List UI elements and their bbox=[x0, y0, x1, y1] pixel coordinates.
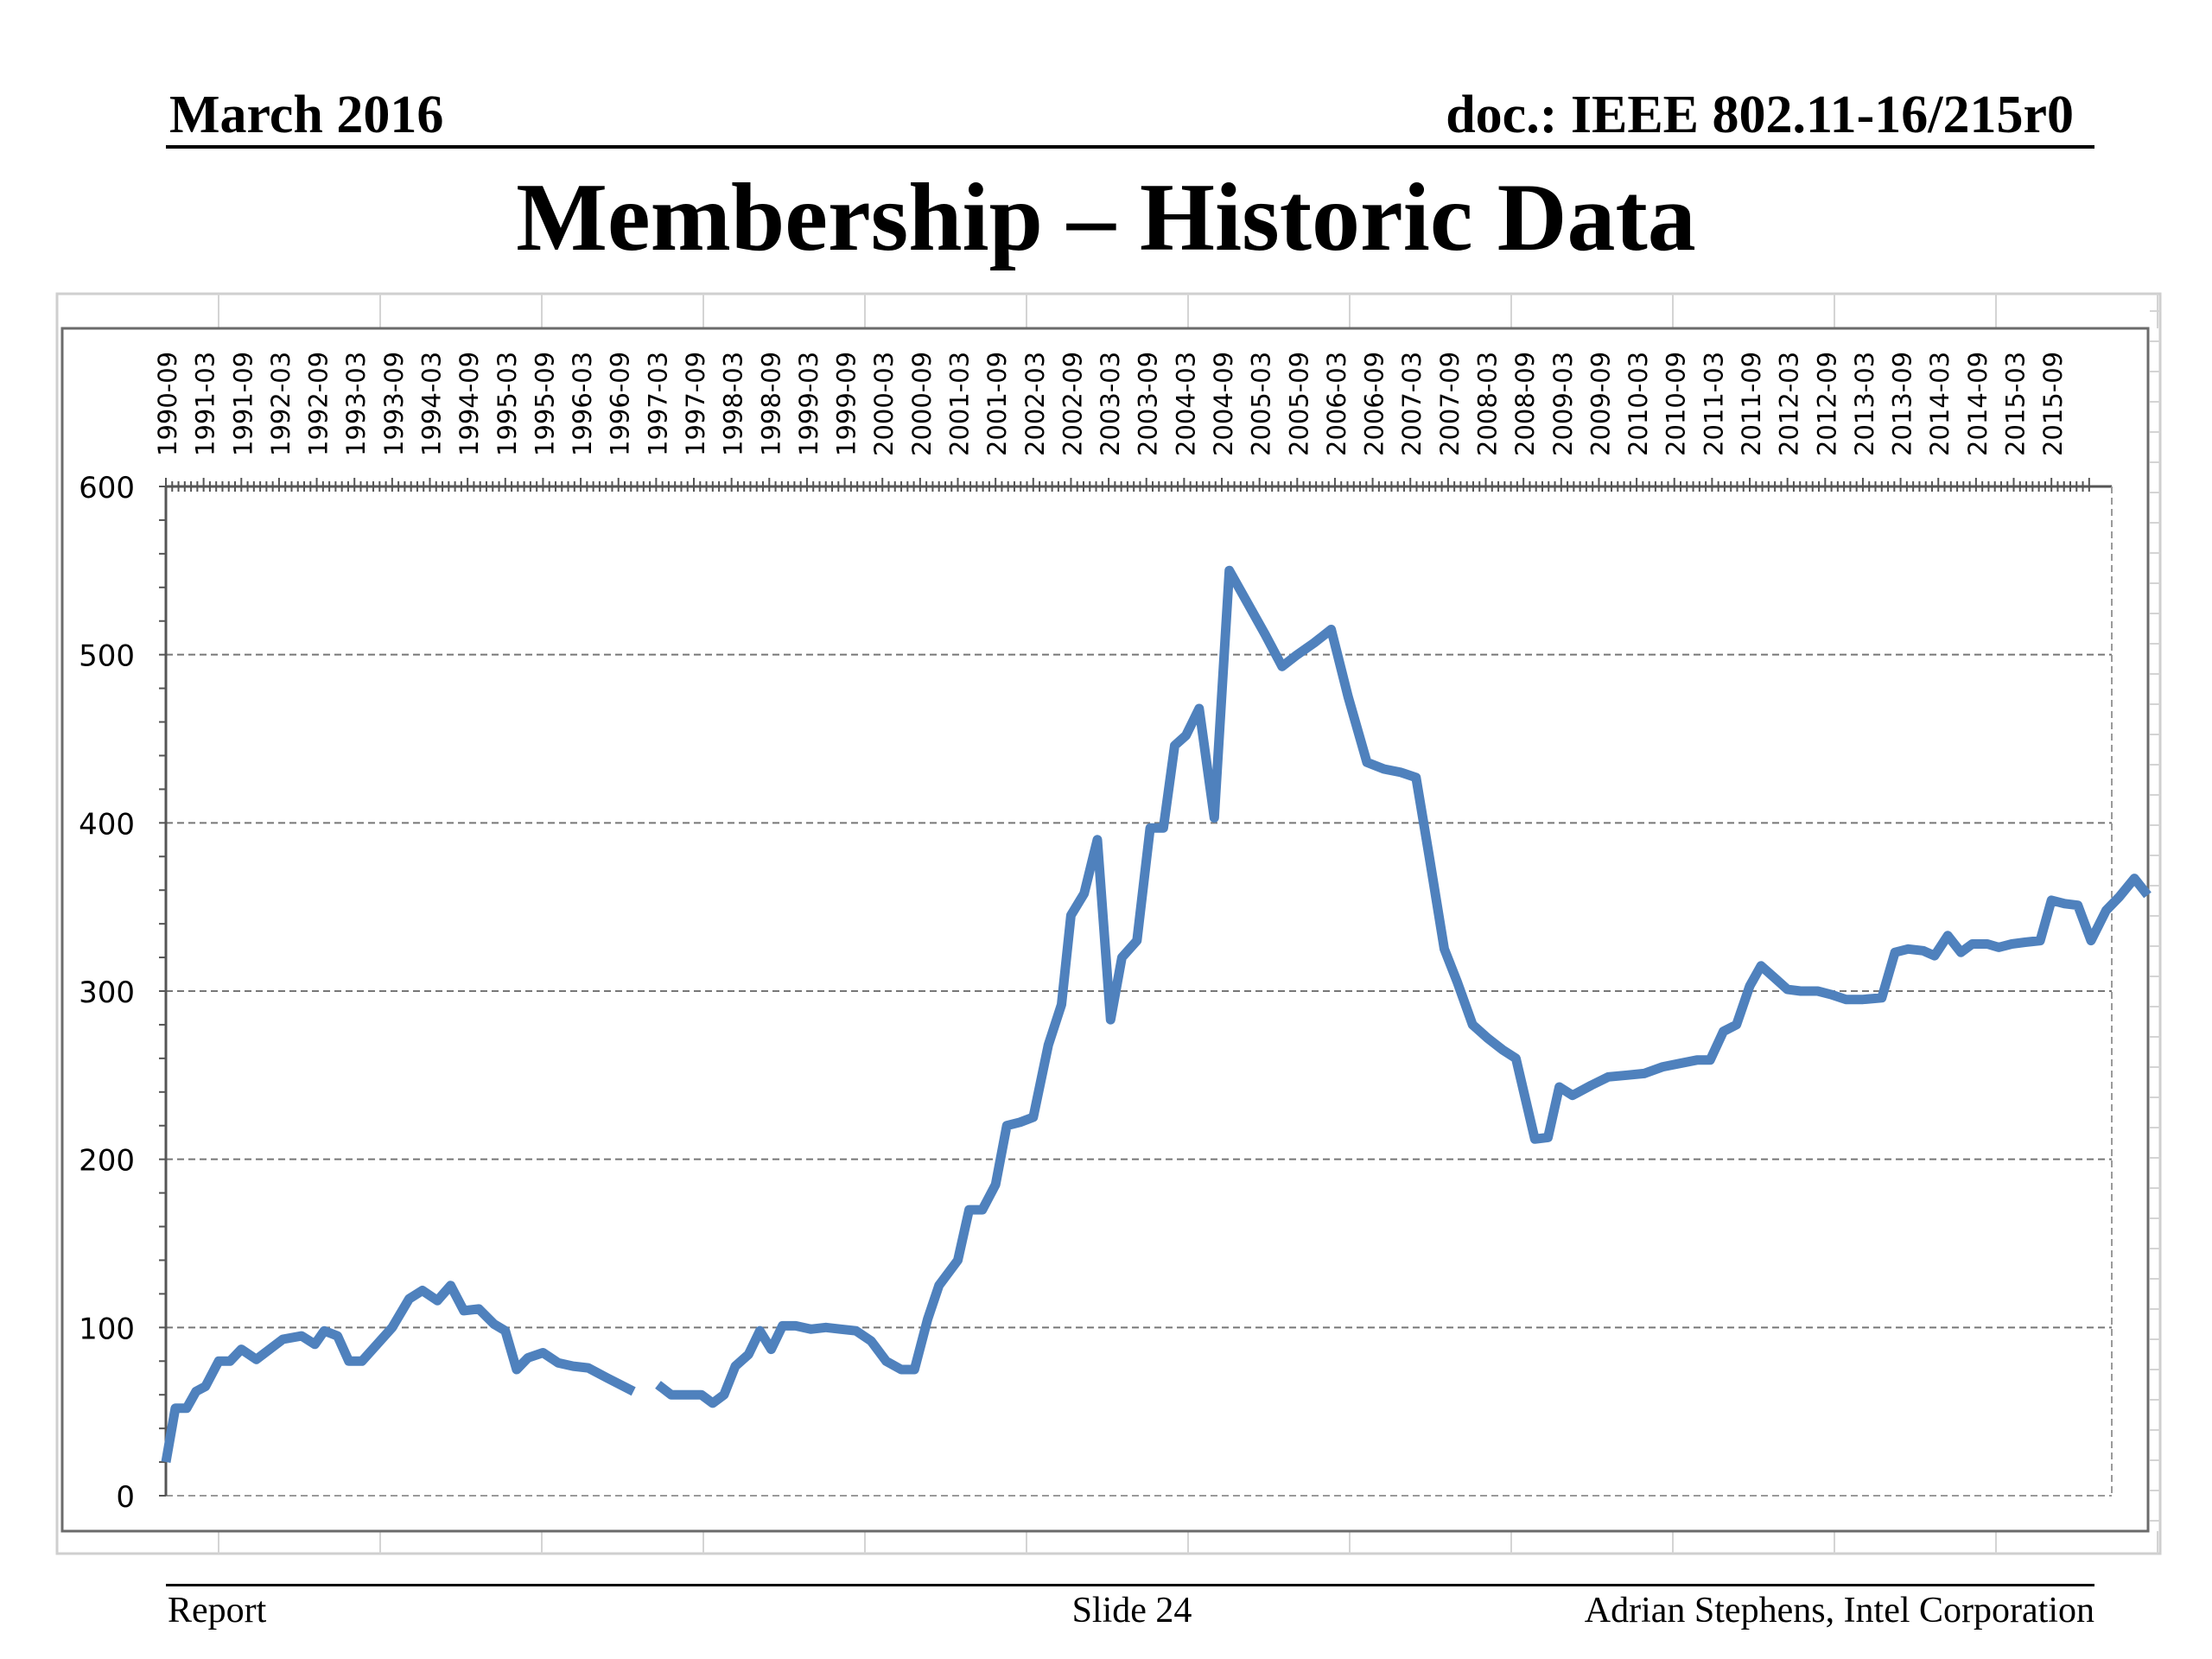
x-tick-label: 2009-09 bbox=[1586, 352, 1615, 456]
x-tick-label: 2007-09 bbox=[1435, 352, 1465, 456]
x-tick-label: 2004-09 bbox=[1209, 352, 1238, 456]
footer-rule bbox=[166, 1584, 2094, 1586]
x-tick-label: 2003-03 bbox=[1096, 352, 1125, 456]
x-tick-label: 2010-03 bbox=[1624, 352, 1653, 456]
x-tick-label: 1998-03 bbox=[719, 352, 748, 456]
x-tick-label: 1996-09 bbox=[606, 352, 635, 456]
label-layer: 0 100 200 300 400 500 600 1990-09 1991-03 1991-09… bbox=[79, 352, 2068, 1515]
x-tick-label: 1995-09 bbox=[530, 352, 559, 456]
x-tick-label: 2015-03 bbox=[2001, 352, 2031, 456]
x-tick-label: 2006-09 bbox=[1360, 352, 1389, 456]
y-tick-label: 500 bbox=[79, 639, 135, 674]
x-tick-label: 2014-09 bbox=[1963, 352, 1993, 456]
x-tick-label: 2007-03 bbox=[1397, 352, 1427, 456]
series-line-segment bbox=[161, 1281, 636, 1464]
x-tick-label: 2010-09 bbox=[1662, 352, 1691, 456]
footer-author: Adrian Stephens, Intel Corporation bbox=[1584, 1591, 2094, 1630]
x-tick-label: 1991-09 bbox=[228, 352, 257, 456]
y-tick-label: 300 bbox=[79, 976, 135, 1010]
series-layer bbox=[161, 565, 2152, 1464]
x-tick-label: 2011-03 bbox=[1699, 352, 1728, 456]
header-rule bbox=[166, 145, 2094, 149]
x-tick-label: 2005-03 bbox=[1247, 352, 1276, 456]
x-tick-label: 2014-03 bbox=[1925, 352, 1955, 456]
x-tick-label: 2004-03 bbox=[1171, 352, 1200, 456]
x-tick-label: 2000-03 bbox=[869, 352, 899, 456]
x-tick-label: 1990-09 bbox=[153, 352, 182, 456]
x-tick-label: 1995-03 bbox=[493, 352, 522, 456]
y-tick-label: 400 bbox=[79, 807, 135, 842]
x-tick-label: 1994-03 bbox=[417, 352, 447, 456]
x-tick-label: 2011-09 bbox=[1737, 352, 1766, 456]
x-tick-label: 2015-09 bbox=[2038, 352, 2068, 456]
x-tick-label: 2001-09 bbox=[982, 352, 1012, 456]
axis-layer bbox=[159, 478, 2113, 1497]
y-tick-label: 0 bbox=[116, 1480, 135, 1515]
x-tick-label: 2000-09 bbox=[907, 352, 937, 456]
slide-title: Membership – Historic Data bbox=[516, 164, 1696, 271]
y-tick-label: 200 bbox=[79, 1144, 135, 1179]
x-tick-label: 2013-03 bbox=[1850, 352, 1879, 456]
x-tick-label: 1991-03 bbox=[191, 352, 220, 456]
x-tick-label: 2012-03 bbox=[1775, 352, 1804, 456]
footer-slide-number: Slide 24 bbox=[1071, 1591, 1192, 1630]
series-line-segment bbox=[655, 565, 2152, 1408]
x-tick-label: 1998-09 bbox=[756, 352, 785, 456]
x-tick-label: 1993-03 bbox=[341, 352, 371, 456]
header-doc-id: doc.: IEEE 802.11-16/215r0 bbox=[1446, 86, 2074, 144]
x-tick-label: 1994-09 bbox=[454, 352, 484, 456]
x-tick-label: 2006-03 bbox=[1322, 352, 1351, 456]
x-tick-label: 2013-09 bbox=[1888, 352, 1917, 456]
x-tick-label: 2003-09 bbox=[1134, 352, 1163, 456]
x-tick-label: 1997-09 bbox=[681, 352, 710, 456]
x-tick-label: 1992-09 bbox=[304, 352, 334, 456]
x-tick-label: 2009-03 bbox=[1548, 352, 1578, 456]
x-tick-label: 2002-03 bbox=[1020, 352, 1050, 456]
x-tick-label: 2008-09 bbox=[1510, 352, 1540, 456]
x-tick-label: 1999-03 bbox=[794, 352, 823, 456]
footer-report: Report bbox=[168, 1591, 267, 1630]
x-tick-label: 2002-09 bbox=[1058, 352, 1087, 456]
x-tick-label: 1992-03 bbox=[266, 352, 296, 456]
x-tick-label: 2001-03 bbox=[945, 352, 975, 456]
x-tick-label: 2005-09 bbox=[1284, 352, 1313, 456]
x-tick-label: 1999-09 bbox=[832, 352, 861, 456]
y-tick-label: 600 bbox=[79, 471, 135, 505]
header-date: March 2016 bbox=[169, 86, 444, 144]
y-tick-label: 100 bbox=[79, 1312, 135, 1346]
x-tick-label: 2012-09 bbox=[1812, 352, 1841, 456]
x-tick-label: 1993-09 bbox=[379, 352, 409, 456]
x-tick-label: 1997-03 bbox=[643, 352, 672, 456]
x-tick-label: 1996-03 bbox=[568, 352, 597, 456]
x-tick-label: 2008-03 bbox=[1473, 352, 1503, 456]
